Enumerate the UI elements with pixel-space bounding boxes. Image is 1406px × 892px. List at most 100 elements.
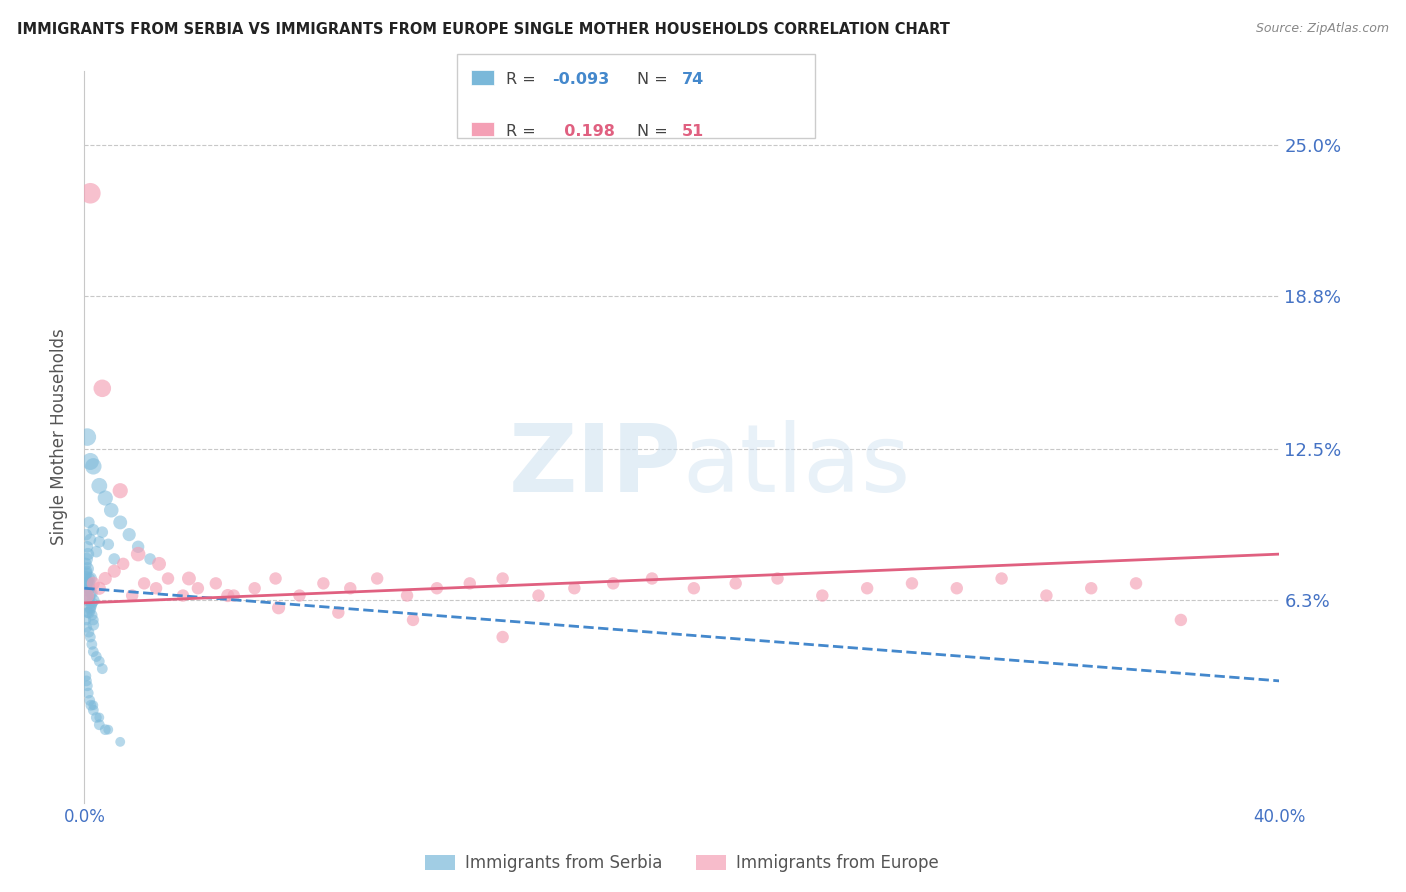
Point — [77, 547, 100, 561]
Point — [1170, 613, 1192, 627]
Point — [76, 552, 98, 566]
Point — [177, 572, 200, 586]
Point — [75, 673, 97, 688]
Point — [89, 718, 111, 732]
Point — [458, 576, 481, 591]
Point — [79, 630, 101, 644]
Point — [79, 693, 101, 707]
Point — [527, 589, 550, 603]
Point — [602, 576, 624, 591]
Text: 74: 74 — [682, 72, 704, 87]
Point — [77, 625, 100, 640]
Point — [75, 566, 97, 581]
Point — [75, 579, 97, 593]
Point — [1035, 589, 1057, 603]
Point — [75, 527, 97, 541]
Legend: Immigrants from Serbia, Immigrants from Europe: Immigrants from Serbia, Immigrants from … — [419, 847, 945, 879]
Point — [724, 576, 747, 591]
Point — [641, 572, 664, 586]
Point — [396, 589, 419, 603]
Point — [110, 483, 132, 498]
Text: 0.198: 0.198 — [553, 124, 614, 139]
Point — [76, 583, 98, 598]
Point — [89, 479, 111, 493]
Point — [79, 186, 101, 201]
Point — [94, 723, 117, 737]
Point — [97, 723, 120, 737]
Text: Source: ZipAtlas.com: Source: ZipAtlas.com — [1256, 22, 1389, 36]
Point — [94, 491, 117, 505]
Point — [77, 574, 100, 588]
Text: atlas: atlas — [682, 420, 910, 512]
Point — [76, 430, 98, 444]
Text: R =: R = — [506, 72, 541, 87]
Point — [145, 581, 167, 595]
Point — [82, 645, 104, 659]
Point — [110, 516, 132, 530]
Point — [77, 576, 100, 591]
Point — [402, 613, 425, 627]
Point — [110, 735, 132, 749]
Point — [564, 581, 586, 595]
Point — [205, 576, 228, 591]
Point — [77, 591, 100, 605]
Point — [426, 581, 449, 595]
Point — [79, 600, 101, 615]
Point — [1125, 576, 1147, 591]
Point — [946, 581, 969, 595]
Point — [76, 540, 98, 554]
Point — [217, 589, 239, 603]
Point — [990, 572, 1012, 586]
Point — [187, 581, 209, 595]
Point — [127, 547, 149, 561]
Point — [76, 593, 98, 607]
Point — [901, 576, 924, 591]
Point — [80, 698, 103, 713]
Point — [811, 589, 834, 603]
Point — [328, 606, 350, 620]
Point — [82, 459, 104, 474]
Point — [75, 589, 97, 603]
Point — [121, 589, 143, 603]
Point — [80, 599, 103, 613]
Point — [103, 552, 125, 566]
Point — [312, 576, 335, 591]
Point — [79, 533, 101, 547]
Point — [91, 662, 114, 676]
Point — [89, 654, 111, 668]
Point — [103, 564, 125, 578]
Point — [264, 572, 287, 586]
Text: N =: N = — [637, 124, 673, 139]
Point — [148, 557, 170, 571]
Point — [82, 576, 104, 591]
Point — [77, 686, 100, 700]
Point — [86, 544, 108, 558]
Point — [139, 552, 162, 566]
Point — [1080, 581, 1102, 595]
Point — [82, 698, 104, 713]
Point — [80, 596, 103, 610]
Point — [82, 703, 104, 717]
Point — [172, 589, 194, 603]
Y-axis label: Single Mother Households: Single Mother Households — [51, 329, 69, 545]
Point — [77, 576, 100, 591]
Point — [86, 649, 108, 664]
Point — [76, 679, 98, 693]
Point — [127, 540, 149, 554]
Text: IMMIGRANTS FROM SERBIA VS IMMIGRANTS FROM EUROPE SINGLE MOTHER HOUSEHOLDS CORREL: IMMIGRANTS FROM SERBIA VS IMMIGRANTS FRO… — [17, 22, 949, 37]
Point — [82, 613, 104, 627]
Point — [89, 581, 111, 595]
Point — [856, 581, 879, 595]
Point — [76, 606, 98, 620]
Point — [76, 564, 98, 578]
Point — [79, 581, 101, 595]
Point — [80, 586, 103, 600]
Point — [82, 617, 104, 632]
Point — [91, 381, 114, 395]
Point — [89, 710, 111, 724]
Point — [132, 576, 156, 591]
Point — [91, 525, 114, 540]
Point — [492, 572, 515, 586]
Point — [77, 516, 100, 530]
Point — [222, 589, 245, 603]
